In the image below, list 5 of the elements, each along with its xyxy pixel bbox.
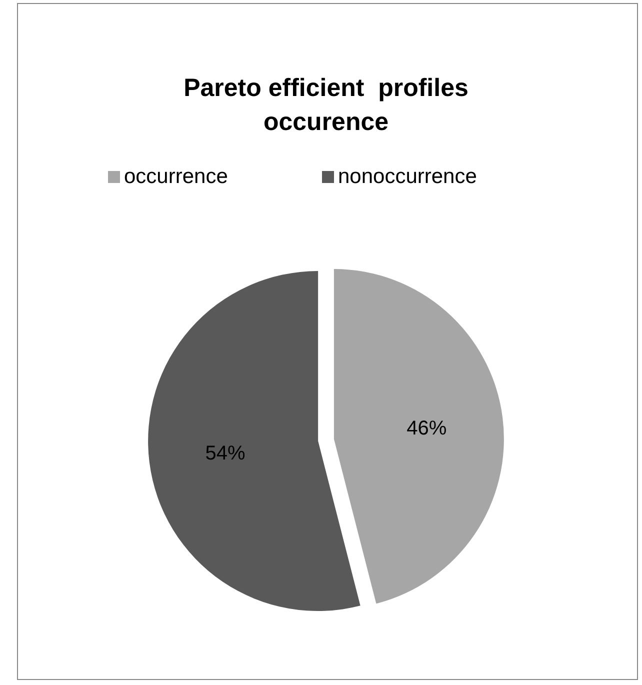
legend-label: nonoccurrence [338,165,477,188]
data-label: 46% [406,417,447,440]
data-label: 54% [205,442,246,465]
chart-title: Pareto efficient profiles occurence [184,74,468,136]
legend-label: occurrence [124,165,228,188]
